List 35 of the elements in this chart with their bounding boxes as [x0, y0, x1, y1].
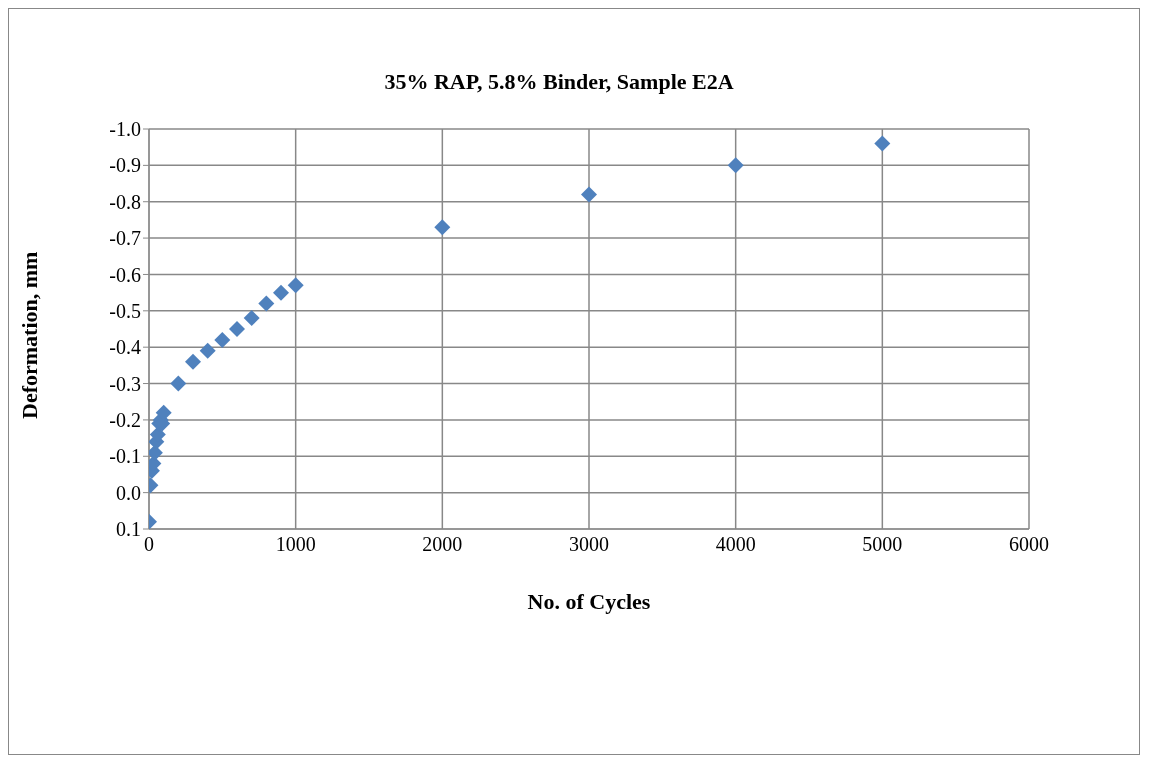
x-tick-label: 6000: [1009, 533, 1049, 556]
y-tick-label: -0.4: [109, 336, 141, 359]
y-tick-label: 0.0: [116, 481, 141, 504]
x-tick-label: 2000: [422, 533, 463, 556]
y-tick-label: -0.2: [109, 409, 141, 432]
point: [727, 157, 744, 174]
point: [434, 219, 451, 236]
y-tick-label: -0.3: [109, 372, 141, 395]
chart-title: 35% RAP, 5.8% Binder, Sample E2A: [383, 69, 735, 95]
point: [243, 310, 260, 327]
y-axis-title: Deformation, mm: [16, 251, 42, 419]
y-tick-label: -0.7: [109, 227, 141, 250]
y-tick-label: -0.6: [109, 263, 141, 286]
point: [229, 321, 245, 337]
y-tick-label: -0.5: [109, 299, 141, 322]
y-tick-label: -0.8: [109, 190, 141, 213]
point: [214, 331, 231, 348]
point: [258, 295, 275, 312]
y-tick-label: -0.1: [109, 445, 141, 468]
x-tick-label: 4000: [715, 533, 756, 556]
point: [185, 353, 201, 370]
point: [287, 277, 304, 294]
point: [170, 375, 187, 392]
x-axis-title: No. of Cycles: [527, 589, 651, 614]
point: [199, 342, 216, 359]
x-tick-label: 1000: [275, 533, 316, 556]
y-tick-label: -1.0: [109, 118, 141, 141]
x-tick-label: 3000: [569, 533, 609, 556]
x-tick-label: 5000: [862, 533, 903, 556]
x-tick-label: 0: [144, 533, 154, 556]
y-tick-label: -0.9: [109, 154, 141, 177]
point: [874, 135, 891, 152]
point: [581, 186, 597, 203]
y-tick-label: 0.1: [116, 518, 141, 541]
point: [273, 284, 289, 301]
